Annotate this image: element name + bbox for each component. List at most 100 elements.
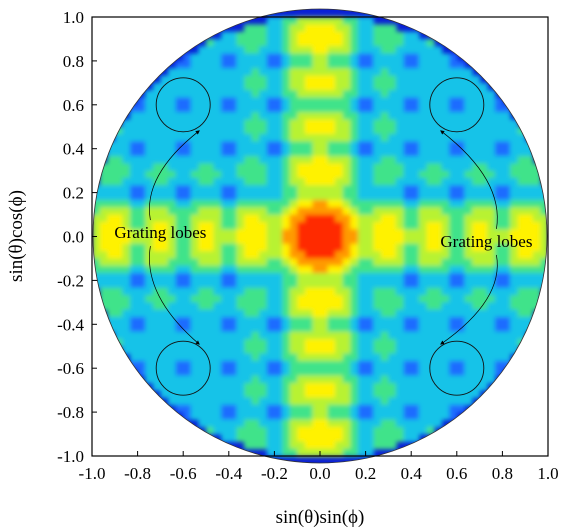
heatmap-cell: [327, 287, 336, 296]
heatmap-cell: [251, 214, 260, 223]
heatmap-cell: [244, 156, 253, 164]
heatmap-cell: [373, 382, 382, 391]
heatmap-cell: [251, 207, 260, 216]
heatmap-cell: [228, 309, 237, 318]
heatmap-cell: [228, 185, 237, 194]
heatmap-cell: [464, 309, 473, 318]
heatmap-cell: [320, 24, 329, 33]
heatmap-cell: [358, 148, 367, 157]
heatmap-cell: [502, 265, 511, 274]
heatmap-cell: [251, 331, 260, 340]
heatmap-cell: [251, 243, 260, 252]
heatmap-cell: [152, 258, 161, 267]
heatmap-cell: [350, 251, 359, 260]
y-axis: -1.0-0.8-0.6-0.4-0.20.00.20.40.60.81.0: [57, 8, 97, 466]
heatmap-cell: [441, 338, 450, 347]
heatmap-cell: [206, 273, 215, 281]
heatmap-cell: [107, 280, 116, 289]
heatmap-cell: [244, 316, 253, 325]
heatmap-cell: [259, 302, 268, 311]
heatmap-cell: [525, 199, 534, 208]
heatmap-cell: [388, 104, 397, 113]
heatmap-cell: [168, 324, 177, 333]
heatmap-cell: [365, 287, 374, 296]
heatmap-cell: [510, 309, 519, 318]
heatmap-cell: [145, 214, 154, 223]
heatmap-cell: [175, 148, 184, 157]
heatmap-cell: [236, 382, 245, 391]
heatmap-cell: [487, 170, 496, 179]
heatmap-cell: [251, 170, 260, 179]
heatmap-cell: [175, 316, 184, 325]
heatmap-cell: [350, 119, 359, 128]
heatmap-cell: [502, 185, 511, 194]
heatmap-cell: [403, 90, 412, 99]
heatmap-cell: [418, 75, 427, 84]
heatmap-cell: [456, 207, 465, 216]
heatmap-cell: [441, 112, 450, 121]
heatmap-cell: [259, 360, 268, 369]
heatmap-cell: [190, 382, 199, 391]
heatmap-cell: [274, 434, 283, 442]
heatmap-cell: [152, 236, 161, 245]
heatmap-cell: [259, 148, 268, 157]
heatmap-cell: [358, 207, 367, 216]
heatmap-cell: [221, 68, 230, 77]
heatmap-cell: [168, 287, 177, 296]
heatmap-cell: [152, 126, 161, 135]
heatmap-cell: [312, 434, 321, 442]
heatmap-cell: [365, 324, 374, 333]
heatmap-cell: [183, 397, 192, 406]
heatmap-cell: [304, 316, 313, 325]
heatmap-cell: [236, 112, 245, 121]
heatmap-cell: [327, 258, 336, 267]
heatmap-cell: [236, 353, 245, 362]
heatmap-cell: [206, 46, 215, 55]
heatmap-cell: [251, 221, 260, 230]
heatmap-cell: [403, 346, 412, 355]
heatmap-cell: [289, 97, 298, 106]
heatmap-cell: [297, 207, 306, 216]
heatmap-cell: [114, 163, 123, 172]
heatmap-cell: [259, 177, 268, 186]
heatmap-cell: [380, 148, 389, 157]
heatmap-cell: [312, 163, 321, 172]
heatmap-cell: [228, 192, 237, 201]
heatmap-cell: [312, 309, 321, 318]
heatmap-cell: [472, 134, 481, 142]
heatmap-cell: [380, 280, 389, 289]
heatmap-cell: [380, 75, 389, 84]
heatmap-cell: [342, 90, 351, 99]
heatmap-cell: [494, 112, 503, 121]
heatmap-cell: [403, 148, 412, 157]
heatmap-cell: [282, 90, 291, 99]
heatmap-cell: [137, 126, 146, 135]
heatmap-cell: [525, 316, 534, 325]
heatmap-cell: [99, 265, 108, 274]
heatmap-cell: [297, 302, 306, 311]
heatmap-cell: [441, 280, 450, 289]
heatmap-cell: [472, 324, 481, 333]
heatmap-cell: [266, 104, 275, 113]
heatmap-cell: [525, 170, 534, 179]
heatmap-cell: [441, 53, 450, 62]
heatmap-cell: [198, 236, 207, 245]
heatmap-cell: [327, 163, 336, 172]
heatmap-cell: [183, 265, 192, 274]
heatmap-cell: [456, 273, 465, 281]
heatmap-cell: [403, 426, 412, 435]
heatmap-cell: [479, 199, 488, 208]
heatmap-cell: [327, 368, 336, 377]
heatmap-cell: [411, 316, 420, 325]
heatmap-cell: [342, 338, 351, 347]
heatmap-cell: [502, 214, 511, 223]
heatmap-cell: [403, 82, 412, 91]
heatmap-cell: [251, 82, 260, 91]
heatmap-cell: [304, 68, 313, 77]
heatmap-cell: [213, 316, 222, 325]
heatmap-cell: [160, 265, 169, 274]
heatmap-cell: [456, 170, 465, 179]
heatmap-cell: [373, 229, 382, 238]
heatmap-cell: [304, 265, 313, 274]
heatmap-cell: [411, 75, 420, 84]
